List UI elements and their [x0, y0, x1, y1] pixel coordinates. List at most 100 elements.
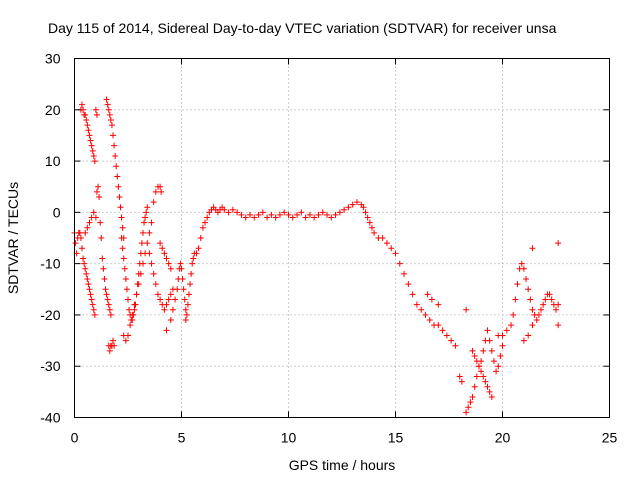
data-point [439, 327, 446, 334]
data-point [409, 291, 416, 298]
data-point [103, 96, 110, 103]
data-point [542, 296, 549, 303]
data-point [146, 250, 153, 257]
x-tick-label: 0 [71, 430, 79, 446]
data-point [179, 276, 186, 283]
data-point [86, 132, 93, 139]
data-point [177, 260, 184, 267]
data-point [221, 206, 228, 213]
data-point [469, 393, 476, 400]
data-point [360, 204, 367, 211]
data-point [111, 142, 118, 149]
data-point [180, 286, 187, 293]
data-point [81, 260, 88, 267]
data-point [332, 211, 339, 218]
data-point [341, 206, 348, 213]
data-point [87, 137, 94, 144]
data-point [484, 327, 491, 334]
data-point [178, 265, 185, 272]
marks-layer [71, 96, 562, 416]
data-point [117, 204, 124, 211]
data-point [101, 276, 108, 283]
data-point [158, 188, 165, 195]
data-point [90, 152, 97, 159]
data-point [193, 250, 200, 257]
data-point [95, 183, 102, 190]
data-point [371, 229, 378, 236]
data-point [129, 311, 136, 318]
data-point [167, 317, 174, 324]
data-point [105, 106, 112, 113]
data-point [120, 255, 127, 262]
data-point [302, 214, 309, 221]
data-point [555, 322, 562, 329]
data-point [486, 388, 493, 395]
data-point [428, 296, 435, 303]
data-point [315, 211, 322, 218]
data-point [119, 224, 126, 231]
data-point [518, 260, 525, 267]
data-point [555, 240, 562, 247]
data-point [141, 219, 148, 226]
data-point [204, 214, 211, 221]
y-tick-label: -30 [40, 358, 60, 374]
data-point [82, 265, 89, 272]
data-point [152, 188, 159, 195]
x-tick-label: 10 [281, 430, 297, 446]
data-point [471, 383, 478, 390]
data-point [259, 209, 266, 216]
data-point [463, 306, 470, 313]
data-point [131, 301, 138, 308]
data-point [131, 306, 138, 313]
data-point [161, 250, 168, 257]
data-point [104, 296, 111, 303]
data-point [82, 111, 89, 118]
data-point [473, 373, 480, 380]
data-point [242, 214, 249, 221]
data-point [100, 265, 107, 272]
y-axis-title: SDTVAR / TECUs [5, 182, 21, 294]
data-point [103, 291, 110, 298]
data-point [144, 204, 151, 211]
data-point [86, 286, 93, 293]
data-point [456, 373, 463, 380]
data-point [172, 296, 179, 303]
data-point [87, 291, 94, 298]
data-point [546, 291, 553, 298]
data-point [469, 347, 476, 354]
data-point [229, 206, 236, 213]
data-point [181, 296, 188, 303]
y-tick-label: -20 [40, 307, 60, 323]
data-point [298, 209, 305, 216]
data-point [540, 301, 547, 308]
data-point [143, 209, 150, 216]
data-point [452, 342, 459, 349]
data-point [497, 352, 504, 359]
data-point [418, 306, 425, 313]
data-point [311, 214, 318, 221]
data-point [126, 306, 133, 313]
data-point [163, 301, 170, 308]
data-point [183, 311, 190, 318]
data-point [144, 240, 151, 247]
data-point [463, 409, 470, 416]
x-axis-title: GPS time / hours [289, 457, 396, 473]
data-point [529, 306, 536, 313]
data-point [366, 219, 373, 226]
data-point [533, 317, 540, 324]
data-point [199, 224, 206, 231]
data-point [538, 306, 545, 313]
data-point [473, 358, 480, 365]
data-point [529, 245, 536, 252]
data-point [118, 214, 125, 221]
data-point [122, 276, 129, 283]
data-point [106, 306, 113, 313]
data-point [157, 183, 164, 190]
data-point [159, 245, 166, 252]
data-point [185, 291, 192, 298]
data-point [85, 127, 92, 134]
data-point [503, 327, 510, 334]
data-point [488, 347, 495, 354]
data-point [396, 260, 403, 267]
data-point [443, 332, 450, 339]
